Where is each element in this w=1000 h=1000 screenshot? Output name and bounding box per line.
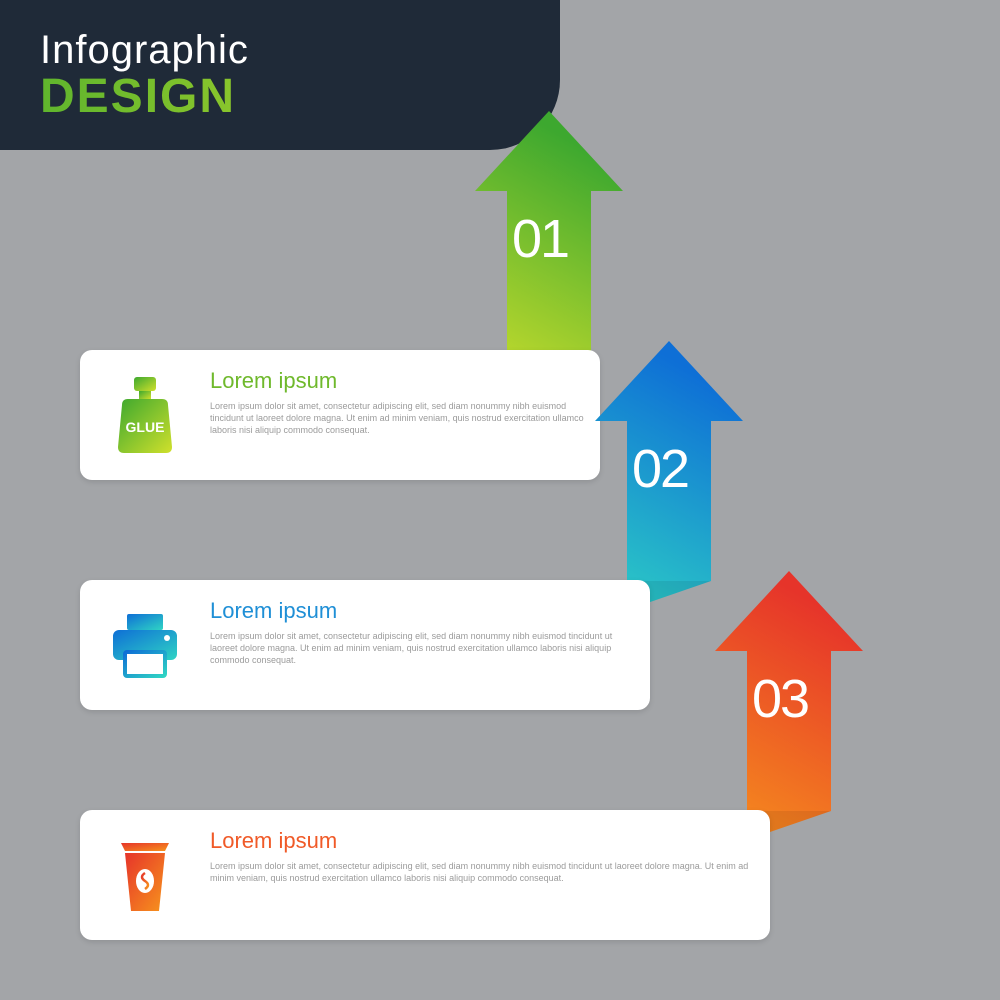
step-card-2: Lorem ipsum Lorem ipsum dolor sit amet, …	[80, 580, 650, 710]
step-title-3: Lorem ipsum	[210, 828, 756, 854]
header-title-line1: Infographic	[40, 28, 520, 73]
step-title-1: Lorem ipsum	[210, 368, 586, 394]
step-body-3: Lorem ipsum dolor sit amet, consectetur …	[210, 860, 756, 884]
step-body-1: Lorem ipsum dolor sit amet, consectetur …	[210, 400, 586, 436]
step-card-3: Lorem ipsum Lorem ipsum dolor sit amet, …	[80, 810, 770, 940]
glue-icon-label: GLUE	[126, 419, 165, 435]
step-number-2: 02	[632, 438, 688, 500]
header-title-line2: DESIGN	[40, 69, 520, 124]
glue-icon: GLUE	[80, 350, 210, 480]
step-title-2: Lorem ipsum	[210, 598, 636, 624]
step-number-1: 01	[512, 208, 568, 270]
printer-icon	[80, 580, 210, 710]
step-number-3: 03	[752, 668, 808, 730]
coffee-cup-icon	[80, 810, 210, 940]
step-body-2: Lorem ipsum dolor sit amet, consectetur …	[210, 630, 636, 666]
step-card-1: GLUE Lorem ipsum Lorem ipsum dolor sit a…	[80, 350, 600, 480]
